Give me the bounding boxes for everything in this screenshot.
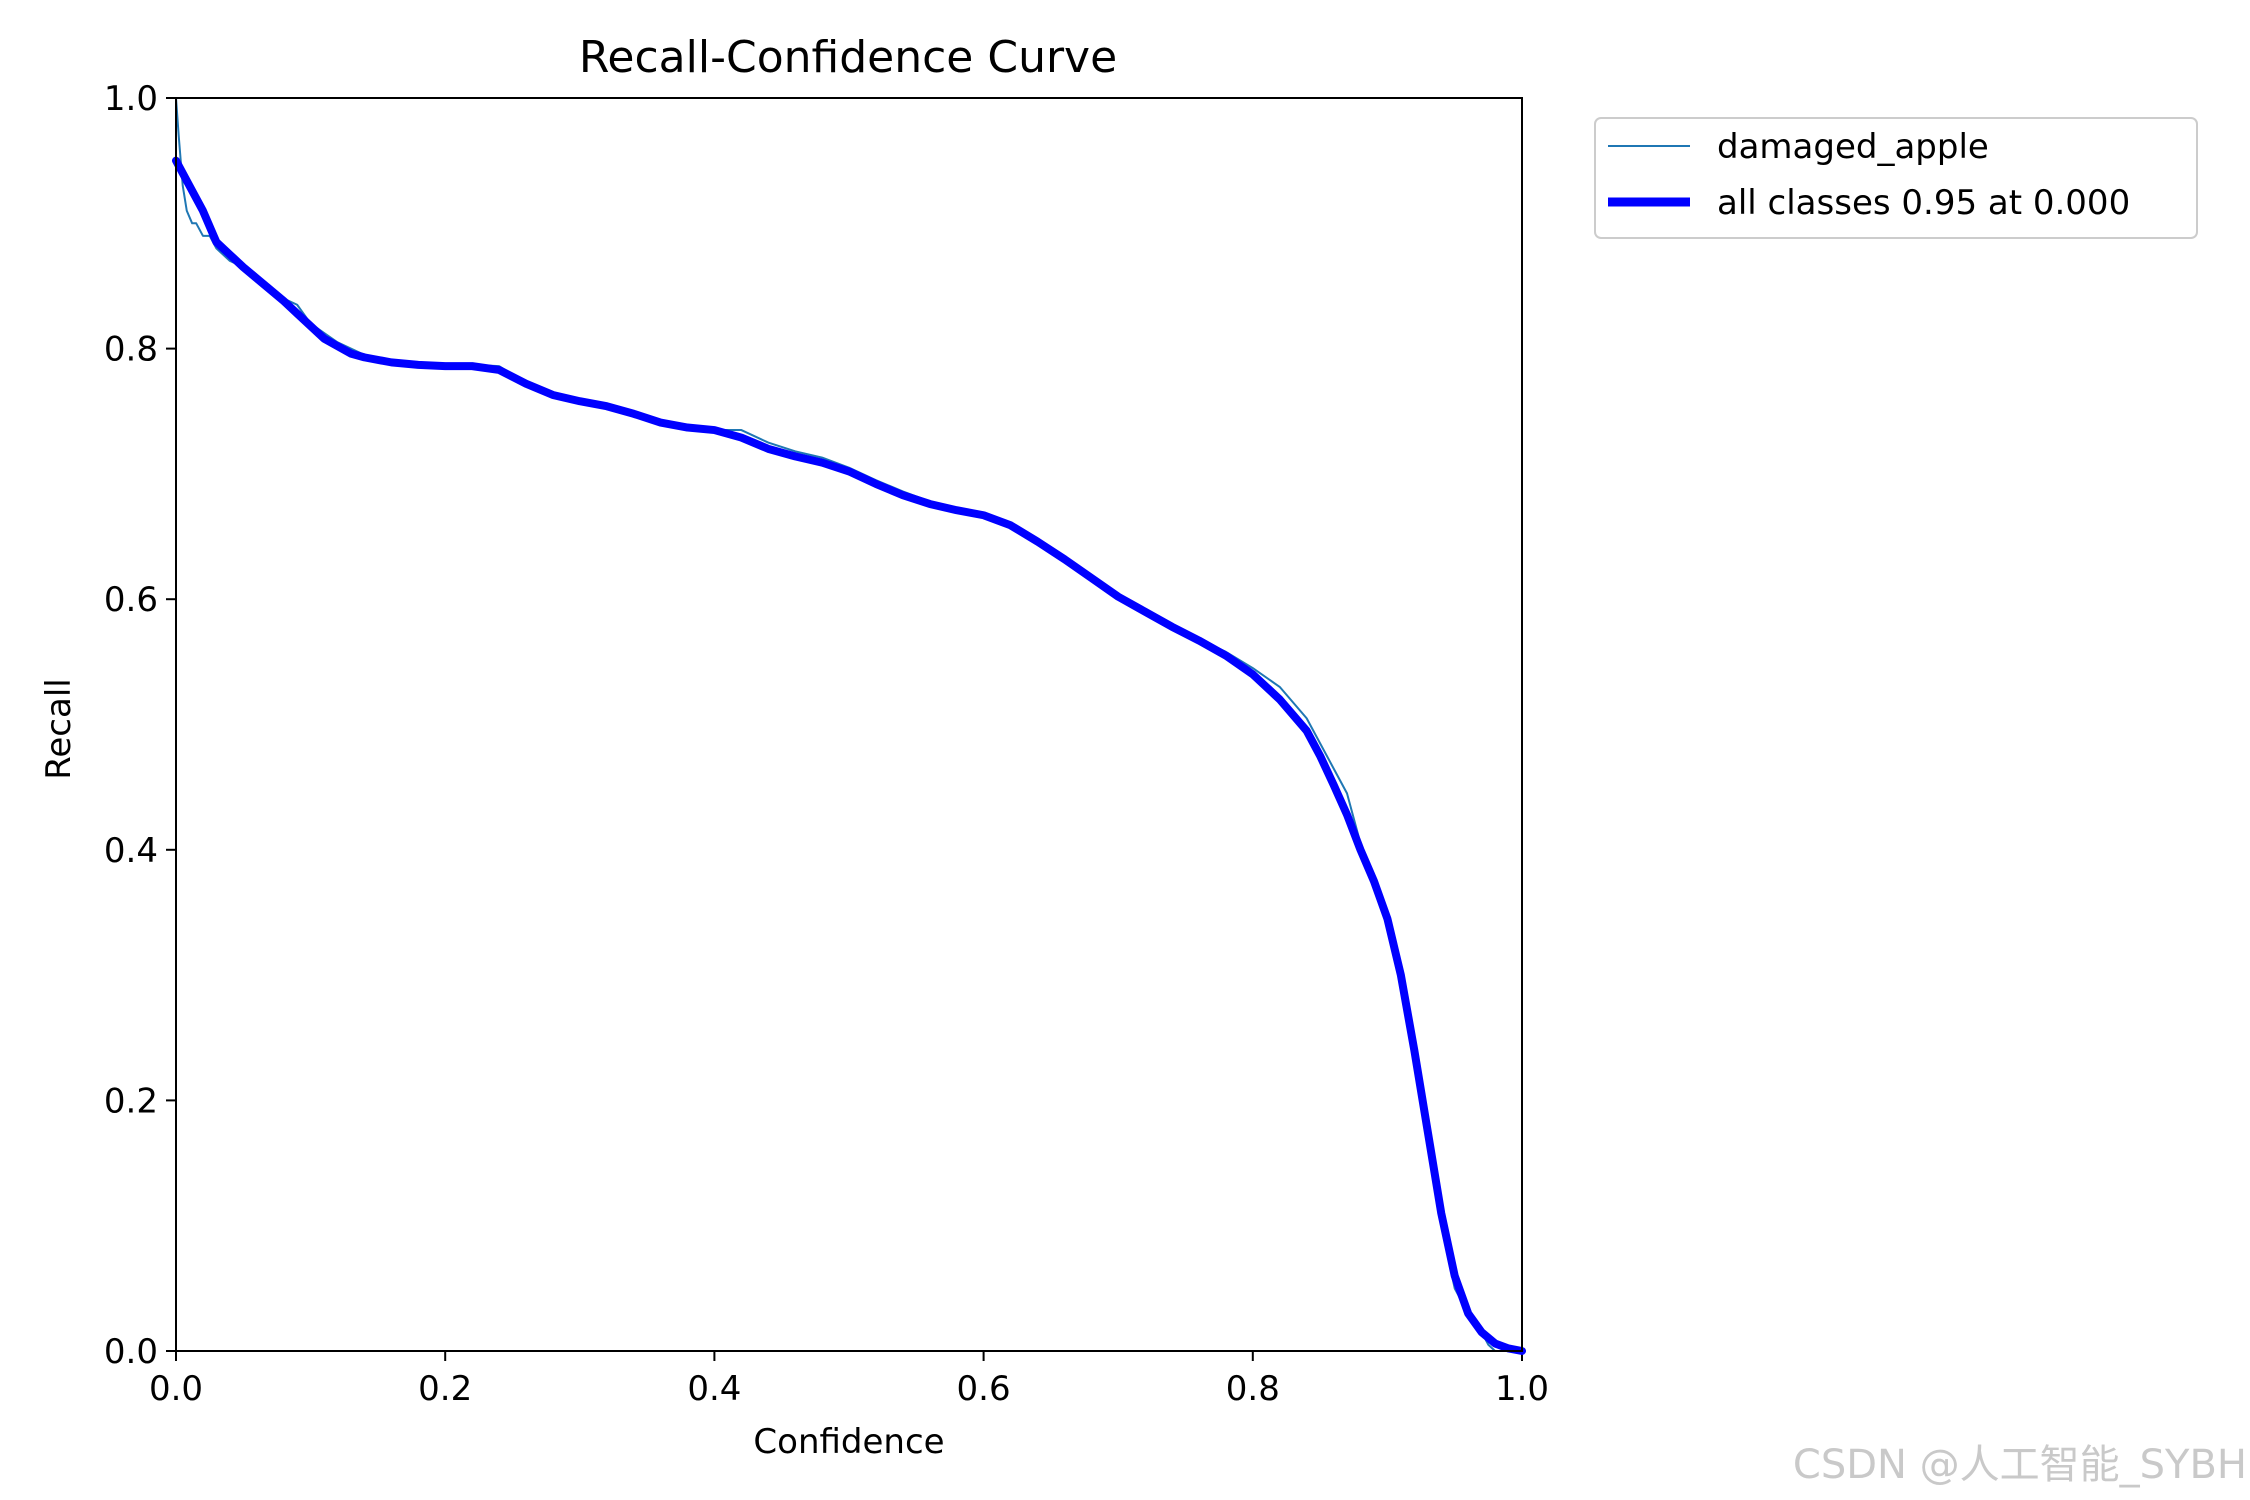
x-tick-label: 0.2 [418,1369,472,1409]
x-tick-label: 0.8 [1226,1369,1280,1409]
legend: damaged_apple all classes 0.95 at 0.000 [1594,117,2198,239]
x-axis-label: Confidence [753,1422,944,1462]
y-tick-label: 1.0 [104,79,158,119]
y-axis-label: Recall [39,678,79,779]
y-tick-label: 0.2 [104,1081,158,1121]
y-tick-label: 0.6 [104,580,158,620]
legend-label-damaged-apple: damaged_apple [1717,127,1989,167]
x-tick-label: 0.4 [687,1369,741,1409]
series-layer [172,97,1526,1355]
y-tick-label: 0.0 [104,1332,158,1372]
x-tick-label: 0.6 [957,1369,1011,1409]
plot-frame [175,97,1523,1352]
x-tick-label: 1.0 [1495,1369,1549,1409]
watermark: CSDN @人工智能_SYBH [1793,1442,2247,1488]
series-line-all-classes [172,156,1526,1355]
x-tick-label: 0.0 [149,1369,203,1409]
chart-title: Recall-Confidence Curve [579,32,1117,83]
legend-label-all-classes: all classes 0.95 at 0.000 [1717,183,2130,223]
y-tick-label: 0.4 [104,831,158,871]
y-tick-label: 0.8 [104,330,158,370]
legend-box [1594,117,2198,239]
plot-content: 0.0 0.2 0.4 0.6 0.8 1.0 0.0 0.2 0.4 0.6 0.8 1.0 [104,79,1549,1409]
